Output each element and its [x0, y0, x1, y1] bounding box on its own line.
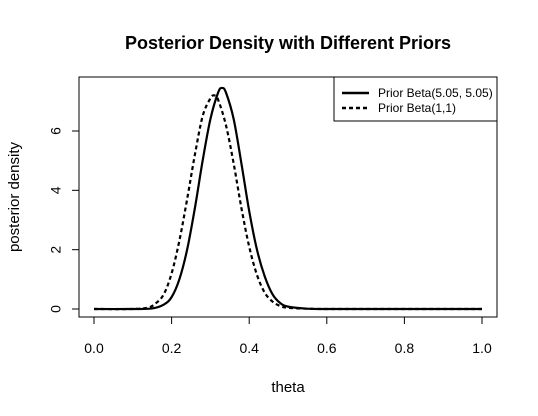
y-axis: 0 2 4 6 [48, 127, 80, 313]
legend: Prior Beta(5.05, 5.05)Prior Beta(1,1) [333, 76, 498, 122]
y-axis-label: posterior density [6, 141, 23, 252]
series-layer [93, 86, 482, 311]
x-axis: 0.0 0.2 0.4 0.6 0.8 1.0 [84, 316, 492, 356]
x-tick-label: 1.0 [472, 340, 492, 356]
x-axis-label: theta [271, 379, 305, 396]
y-tick-label: 4 [48, 186, 64, 194]
x-tick-label: 0.4 [239, 340, 259, 356]
x-tick-label: 0.8 [395, 340, 415, 356]
legend-box [333, 76, 498, 122]
x-tick-label: 0.6 [317, 340, 337, 356]
chart-title: Posterior Density with Different Priors [125, 33, 451, 53]
y-tick-label: 2 [48, 246, 64, 254]
legend-entry: Prior Beta(1,1) [378, 101, 456, 115]
y-tick-label: 0 [48, 305, 64, 313]
x-tick-label: 0.2 [162, 340, 182, 356]
x-tick-label: 0.0 [84, 340, 104, 356]
y-tick-label: 6 [48, 127, 64, 135]
legend-entry: Prior Beta(5.05, 5.05) [378, 86, 493, 100]
series-line-beta-1-1 [93, 94, 482, 311]
